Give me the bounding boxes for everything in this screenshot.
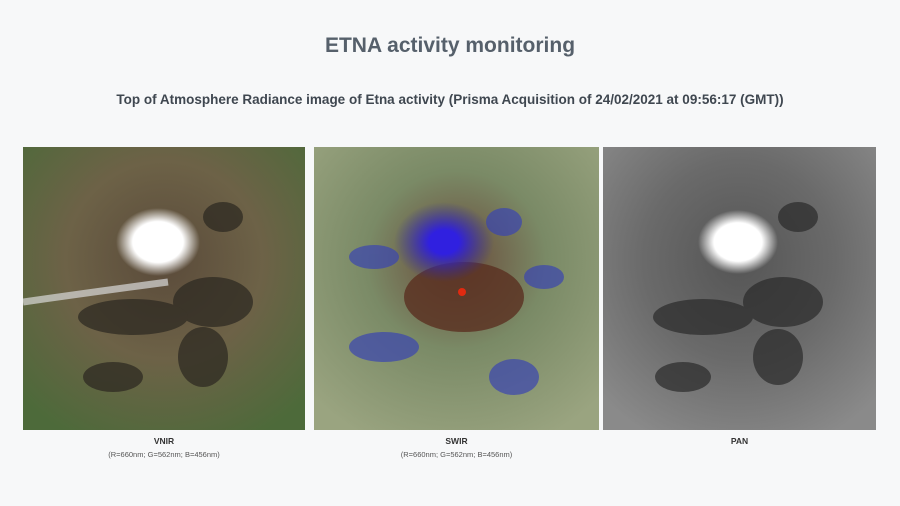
pan-svg (603, 147, 876, 430)
panel-label: VNIR (153, 436, 175, 446)
swir-svg (314, 147, 599, 430)
panel-caption: (R=660nm; G=562nm; B=456nm) (400, 450, 513, 459)
pan-image (603, 147, 876, 430)
title: ETNA activity monitoring (324, 34, 576, 57)
swir-image (314, 147, 599, 430)
vnir-image (23, 147, 305, 430)
vnir-svg (23, 147, 305, 430)
subtitle: Top of Atmosphere Radiance image of Etna… (116, 92, 784, 107)
panel-caption: (R=660nm; G=562nm; B=456nm) (108, 450, 220, 459)
panel-label: SWIR (445, 436, 468, 446)
panel-label: PAN (730, 436, 749, 446)
